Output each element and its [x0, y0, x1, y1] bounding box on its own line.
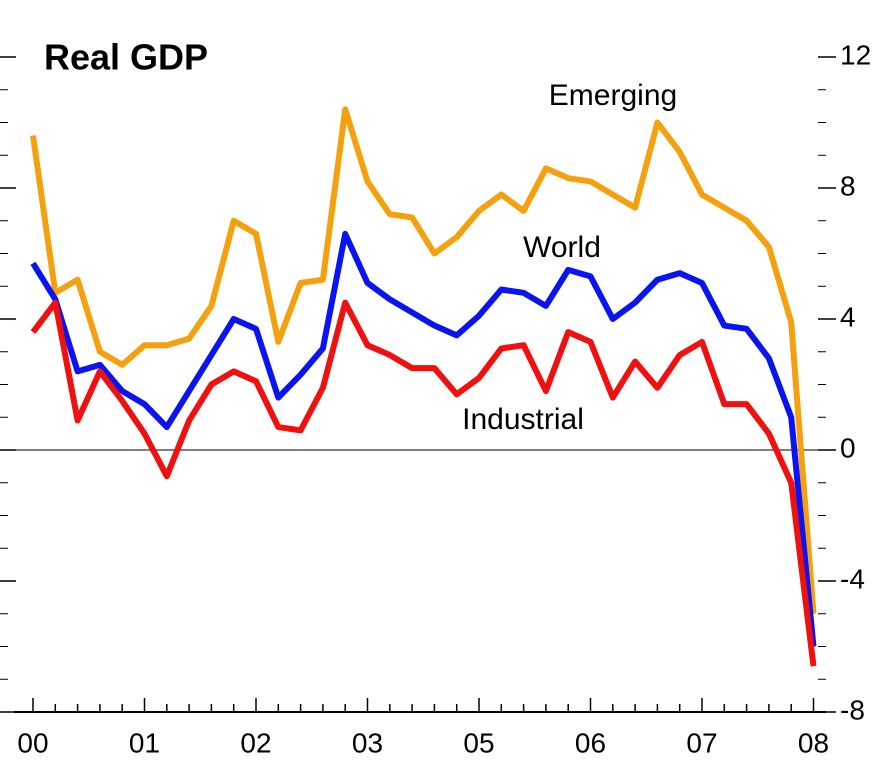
x-tick-label: 00: [17, 727, 48, 758]
x-tick-label: 06: [575, 727, 606, 758]
series-line: [30, 230, 817, 647]
y-tick-label: 8: [840, 170, 856, 201]
x-tick-label: 01: [129, 727, 160, 758]
y-tick-label: 0: [840, 432, 856, 463]
y-tick-label: 12: [840, 39, 871, 70]
series-label: Industrial: [462, 403, 584, 436]
series-label: World: [523, 231, 601, 264]
x-tick-label: 05: [463, 727, 494, 758]
x-tick-label: 07: [686, 727, 717, 758]
series-line: [30, 106, 817, 614]
series-line: [30, 299, 817, 667]
y-tick-label: -8: [840, 694, 865, 725]
x-tick-label: 02: [240, 727, 271, 758]
series-label: Emerging: [549, 79, 677, 112]
x-tick-label: 08: [798, 727, 829, 758]
chart-title: Real GDP: [44, 37, 208, 78]
y-tick-label: -4: [840, 563, 865, 594]
x-tick-label: 03: [352, 727, 383, 758]
y-tick-label: 4: [840, 301, 856, 332]
